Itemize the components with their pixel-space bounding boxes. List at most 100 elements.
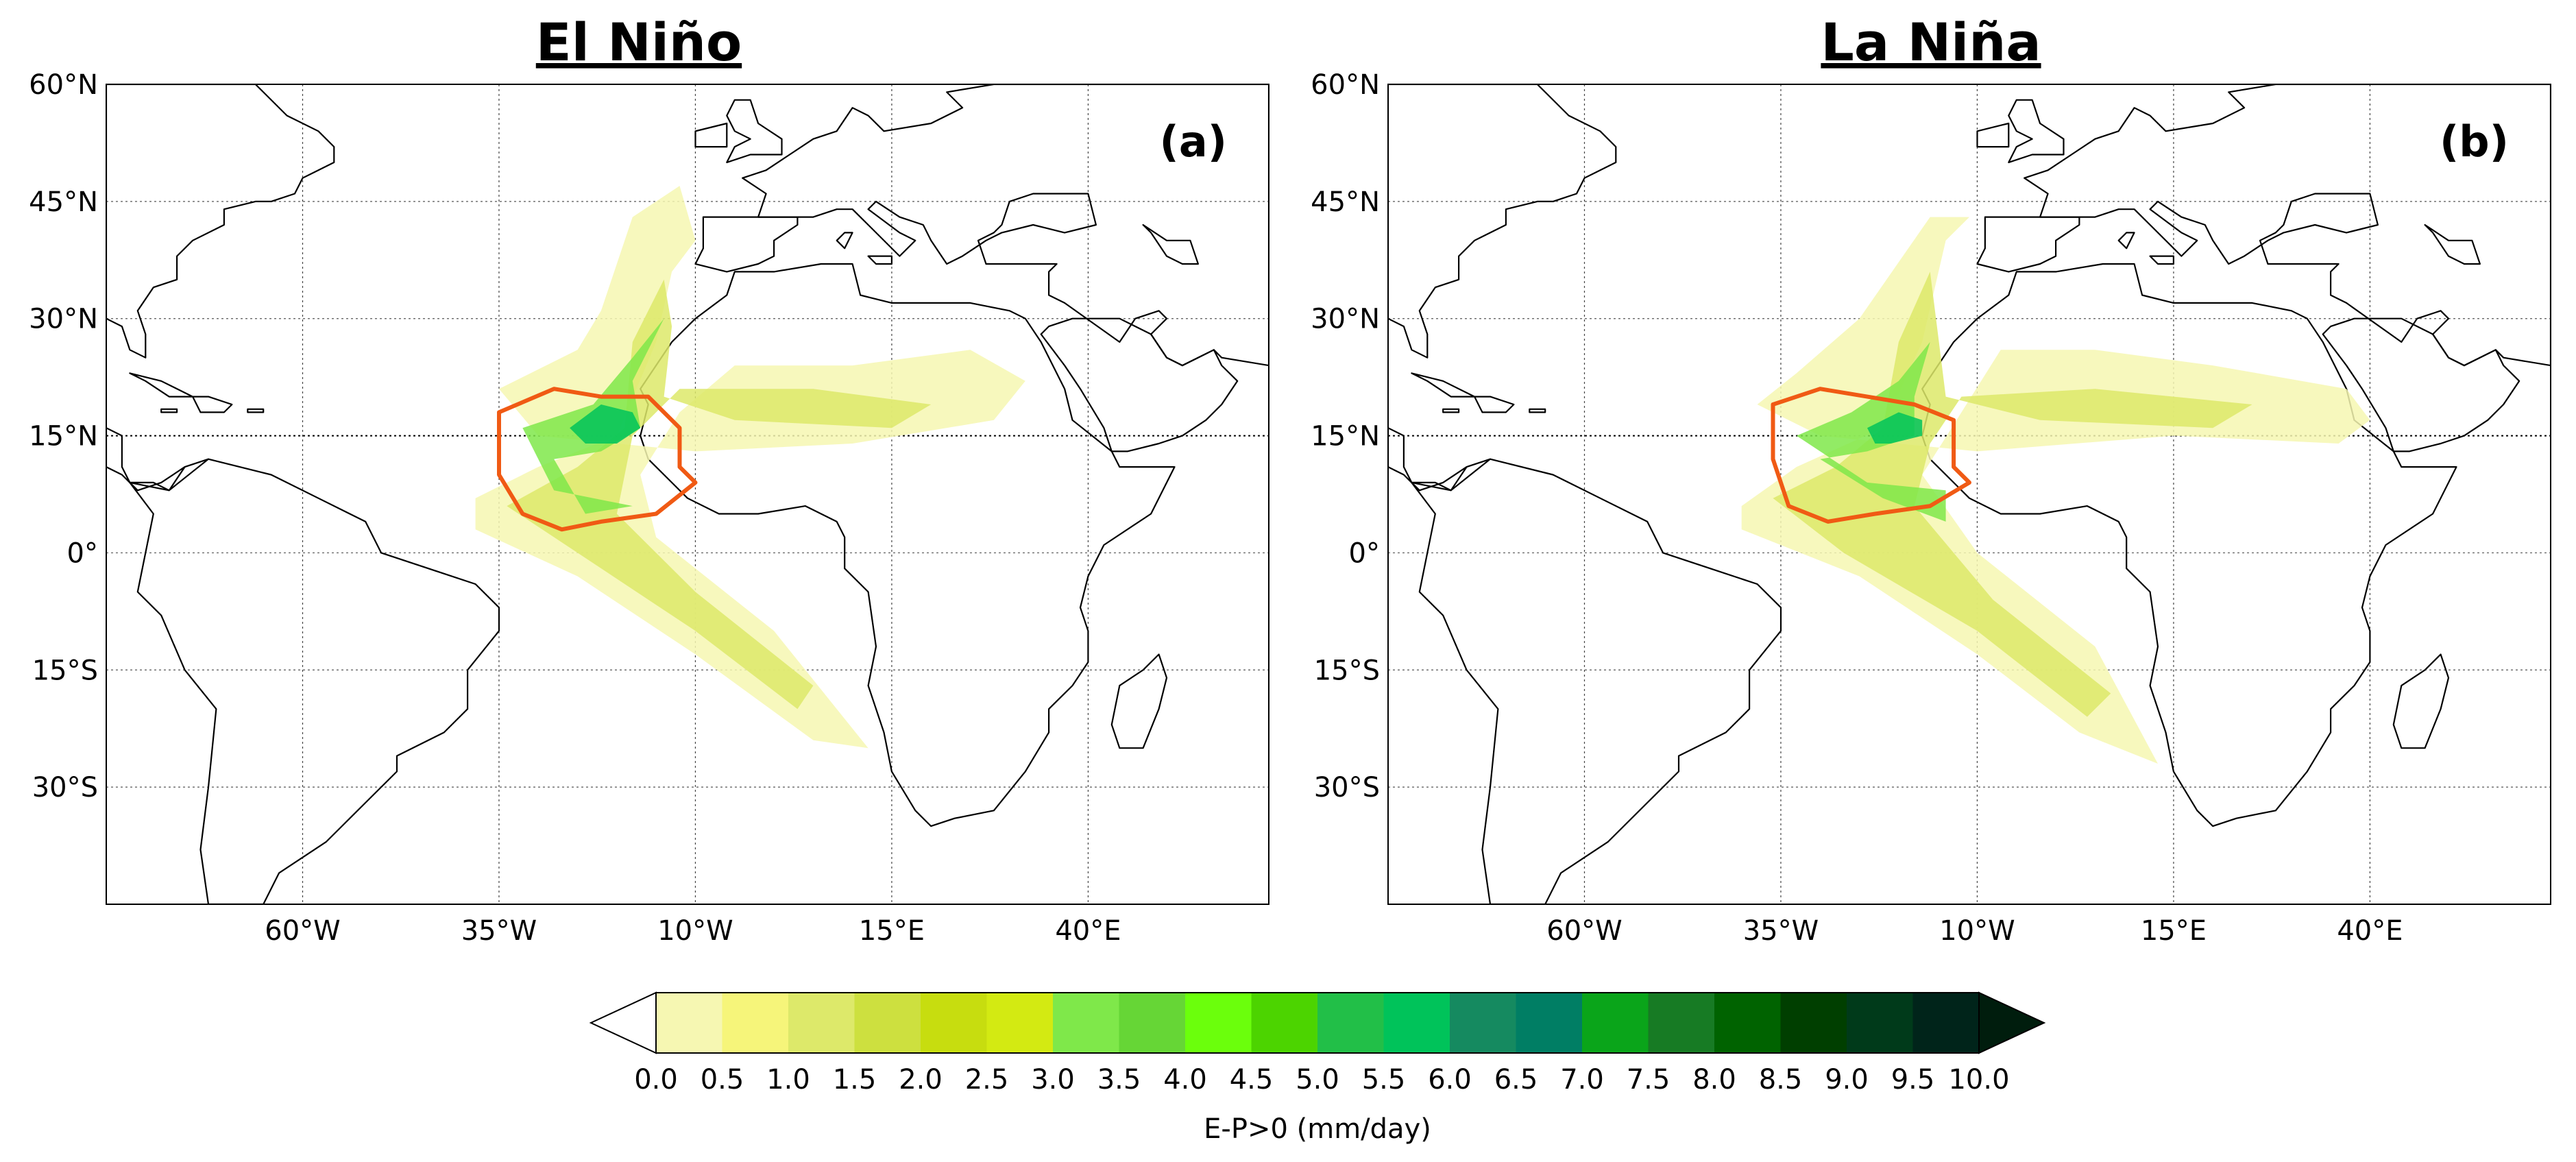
source-region-outline (497, 387, 698, 532)
lon-tick-label: 35°W (461, 915, 537, 947)
coastline (2392, 653, 2450, 749)
colorbar-tick-label: 9.0 (1825, 1064, 1869, 1096)
longitude-labels: 60°W 35°W 10°W 15°E 40°E (1546, 915, 2403, 947)
coastline (1142, 223, 1200, 265)
coastline (129, 458, 500, 904)
colorbar-cell (854, 993, 921, 1053)
colorbar-cell (656, 993, 722, 1053)
colorbar-under-arrow (589, 991, 657, 1054)
lon-tick-label: 15°E (859, 915, 925, 947)
lat-tick-label: 15°N (1311, 421, 1380, 452)
lon-tick-label: 15°E (2141, 915, 2207, 947)
colorbar-over-arrow (1978, 991, 2046, 1054)
coastline (2008, 99, 2065, 163)
ep-contour-1.5 (1773, 271, 2252, 717)
panel-label: (b) (2440, 117, 2509, 167)
colorbar-tick-label: 0.0 (634, 1064, 678, 1096)
colorbar-cell (1317, 993, 1384, 1053)
lat-tick-label: 30°S (1314, 772, 1380, 803)
coastline (1921, 263, 2457, 827)
lat-tick-label: 15°N (29, 421, 98, 452)
map-panel-la-nina: La Niña 60°N 45°N 30°N 15°N 0° 15°S 30°S 60°W 3… (1311, 12, 2551, 947)
coastline (1474, 396, 1515, 413)
coastline (1411, 458, 1782, 904)
coastline (836, 232, 853, 250)
colorbar-cell (921, 993, 987, 1053)
colorbar-tick-label: 9.5 (1891, 1064, 1935, 1096)
lon-tick-label: 40°E (2337, 915, 2403, 947)
colorbar-tick-label: 7.0 (1560, 1064, 1604, 1096)
coastline (2424, 223, 2481, 265)
ep-contour-6 (570, 404, 641, 444)
colorbar-tick-label: 5.0 (1296, 1064, 1339, 1096)
coastline (1529, 408, 1546, 413)
lon-tick-label: 10°W (657, 915, 733, 947)
colorbar-tick-label: 6.5 (1494, 1064, 1538, 1096)
map-frame (106, 84, 1269, 905)
coastline (2322, 317, 2520, 452)
coastline (247, 408, 265, 413)
coastline (1040, 317, 1239, 452)
colorbar-cell (1119, 993, 1186, 1053)
lon-tick-label: 60°W (1546, 915, 1622, 947)
coastline (1388, 427, 1492, 492)
colorbar-cell (1648, 993, 1715, 1053)
coastline (694, 216, 799, 273)
colorbar-cell (1780, 993, 1847, 1053)
lat-tick-label: 30°N (29, 304, 98, 335)
colorbar-cell (986, 993, 1054, 1053)
coastlines (1388, 84, 2551, 904)
colorbar-cell (1516, 993, 1583, 1053)
map-panel-el-nino: El Niño 60°N 45°N 30°N 15°N 0° 15°S 30°S 60°W 3… (29, 12, 1269, 947)
panel-title: La Niña (1821, 12, 2041, 73)
colorbar-tick-label: 2.5 (965, 1064, 1009, 1096)
coastline (1388, 84, 1617, 359)
coastline (192, 396, 233, 413)
longitude-labels: 60°W 35°W 10°W 15°E 40°E (265, 915, 1121, 947)
colorbar-cell (788, 993, 855, 1053)
coastline (1976, 122, 2010, 148)
lat-tick-label: 30°S (32, 772, 98, 803)
coastline (2024, 84, 2551, 367)
coastline (694, 122, 728, 148)
ep-contour-1.5 (507, 279, 932, 710)
lat-tick-label: 15°S (32, 655, 98, 686)
colorbar-cell (1714, 993, 1781, 1053)
ep-contour-6 (1867, 412, 1923, 444)
coastline (160, 408, 178, 413)
panel-title: El Niño (536, 12, 742, 73)
colorbar-tick-label: 10.0 (1948, 1064, 2009, 1096)
colorbar-tick-label: 0.5 (701, 1064, 744, 1096)
colorbar-tick-label: 1.5 (833, 1064, 877, 1096)
latitude-labels: 60°N 45°N 30°N 15°N 0° 15°S 30°S (1311, 69, 1380, 803)
coastline (726, 99, 783, 163)
coastline (2149, 255, 2174, 265)
coastline (1442, 408, 1460, 413)
coastline (106, 427, 210, 492)
gridlines (106, 84, 1269, 904)
colorbar-tick-label: 4.5 (1230, 1064, 1274, 1096)
colorbar-tick-label: 3.5 (1097, 1064, 1141, 1096)
source-region (497, 387, 698, 532)
colorbar-cell (1450, 993, 1516, 1053)
colorbar-cell (1847, 993, 1913, 1053)
coastline (1411, 372, 1476, 398)
colorbar-tick-label: 8.0 (1692, 1064, 1736, 1096)
colorbar-tick-label: 8.5 (1759, 1064, 1803, 1096)
colorbar-frame (655, 992, 1980, 1054)
colorbar-cell (1053, 993, 1119, 1053)
colorbar-tick-label: 1.0 (766, 1064, 810, 1096)
lon-tick-label: 10°W (1939, 915, 2015, 947)
colorbar-cell (1582, 993, 1649, 1053)
colorbar-tick-label: 3.0 (1031, 1064, 1075, 1096)
lon-tick-label: 40°E (1055, 915, 1121, 947)
colorbar-tick-label: 5.5 (1362, 1064, 1406, 1096)
lat-tick-label: 45°N (1311, 186, 1380, 218)
coastlines (106, 84, 1269, 904)
colorbar-tick-label: 4.0 (1163, 1064, 1207, 1096)
colorbar-ticks: 0.0 0.5 1.0 1.5 2.0 2.5 3.0 3.5 4.0 4.5 5.0 5.5 6.0 6… (634, 1064, 2009, 1096)
colorbar-cell (1383, 993, 1450, 1053)
colorbar-cell (1912, 993, 1980, 1053)
colorbar-tick-label: 2.0 (899, 1064, 943, 1096)
